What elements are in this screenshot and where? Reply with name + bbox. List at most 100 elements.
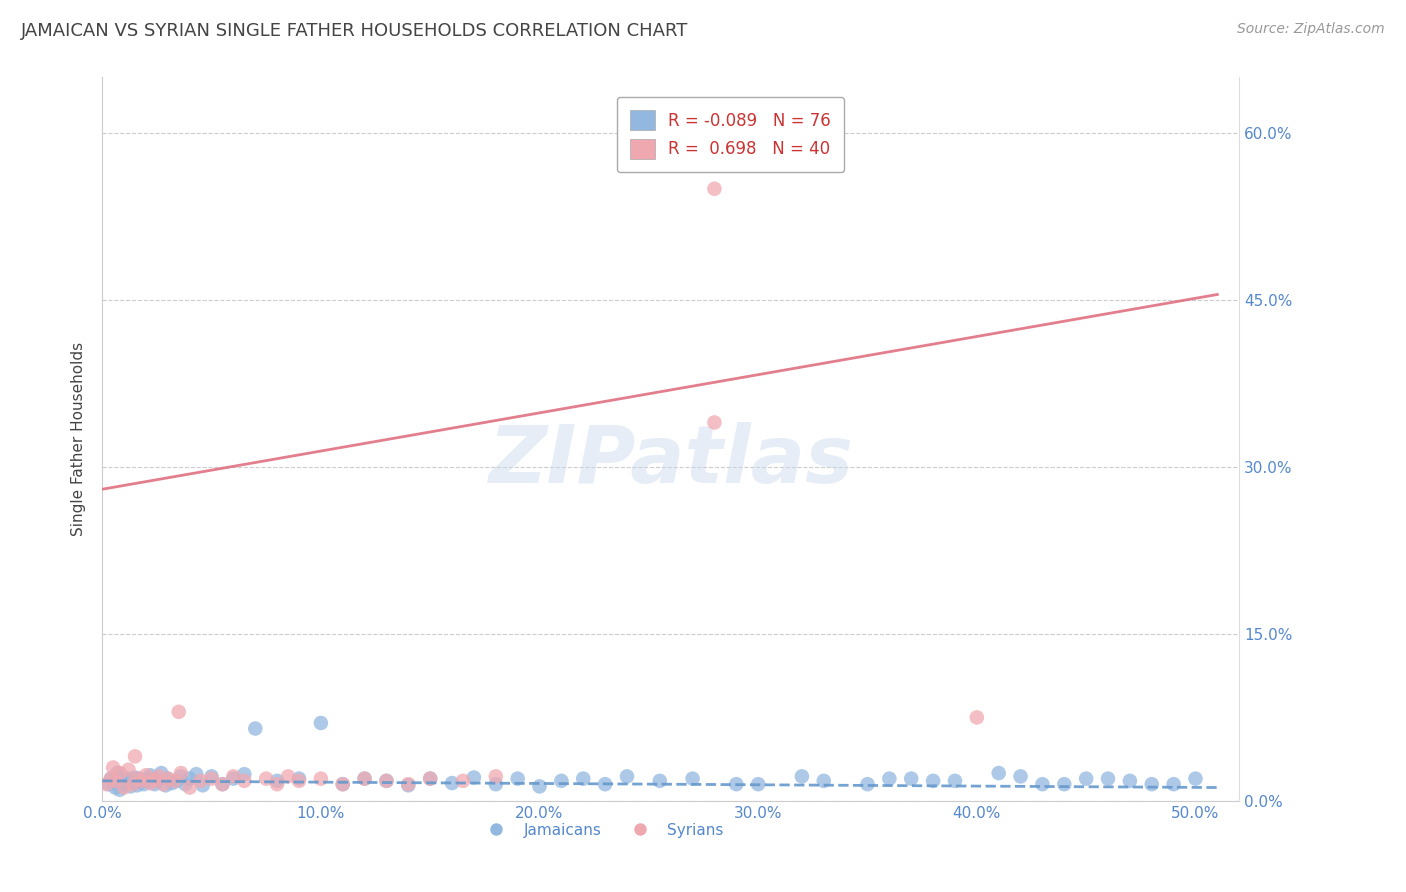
Point [375,773,398,788]
Point [104,780,127,795]
Point [163,773,186,788]
Point [101,760,124,774]
Point [115,773,138,788]
Point [1163,777,1185,791]
Point [200,772,222,786]
Point [463,771,485,785]
Point [485,777,508,791]
Point [112,780,135,795]
Point [124,771,146,785]
Point [222,772,245,786]
Point [170,766,193,780]
Point [174,777,197,791]
Point [900,772,922,786]
Point [1076,772,1098,786]
Point [222,769,245,783]
Point [111,769,134,783]
Point [179,780,201,795]
Point [593,777,616,791]
Point [254,772,277,786]
Point [128,772,150,786]
Legend: Jamaicans, Syrians: Jamaicans, Syrians [475,817,730,844]
Point [266,773,288,788]
Point [245,722,267,736]
Point [97,777,120,791]
Point [856,777,879,791]
Point [112,777,135,791]
Point [152,777,174,791]
Point [190,773,212,788]
Point [747,777,769,791]
Point [790,769,813,783]
Point [233,767,256,781]
Point [966,710,988,724]
Point [121,777,143,791]
Point [1140,777,1163,791]
Point [143,772,166,787]
Point [648,773,671,788]
Point [266,777,288,791]
Point [396,777,419,791]
Point [703,416,725,430]
Point [124,749,146,764]
Point [135,768,157,782]
Point [1010,769,1032,783]
Point [156,772,179,786]
Point [332,777,354,791]
Point [120,780,142,794]
Point [1097,772,1119,786]
Point [813,773,835,788]
Text: Source: ZipAtlas.com: Source: ZipAtlas.com [1237,22,1385,37]
Point [550,773,572,788]
Point [572,772,595,786]
Point [233,773,256,788]
Text: ZIPatlas: ZIPatlas [488,422,853,500]
Point [485,769,508,783]
Point [987,766,1010,780]
Point [211,777,233,791]
Point [419,772,441,786]
Point [127,778,149,792]
Point [419,772,441,786]
Point [179,772,201,786]
Point [1119,773,1142,788]
Point [1031,777,1053,791]
Point [396,778,419,792]
Point [139,768,162,782]
Point [682,772,704,786]
Point [135,772,157,787]
Point [451,773,474,788]
Point [131,773,153,788]
Point [132,777,155,791]
Point [146,773,169,788]
Point [108,766,131,780]
Point [703,182,725,196]
Point [150,766,173,780]
Point [506,772,529,786]
Point [143,777,166,791]
Point [529,780,551,794]
Text: JAMAICAN VS SYRIAN SINGLE FATHER HOUSEHOLDS CORRELATION CHART: JAMAICAN VS SYRIAN SINGLE FATHER HOUSEHO… [21,22,689,40]
Point [136,773,159,788]
Point [332,777,354,791]
Point [156,772,179,786]
Point [117,763,139,777]
Point [101,773,124,788]
Point [170,769,193,783]
Point [186,767,208,781]
Point [127,772,149,786]
Point [277,769,299,783]
Point [107,766,129,780]
Point [309,716,332,731]
Point [166,773,188,788]
Point [200,769,222,783]
Point [288,772,311,786]
Point [725,777,748,791]
Point [131,775,153,789]
Point [1053,777,1076,791]
Point [96,777,118,791]
Point [353,772,375,786]
Point [167,705,190,719]
Point [375,773,398,788]
Y-axis label: Single Father Households: Single Father Households [72,343,86,536]
